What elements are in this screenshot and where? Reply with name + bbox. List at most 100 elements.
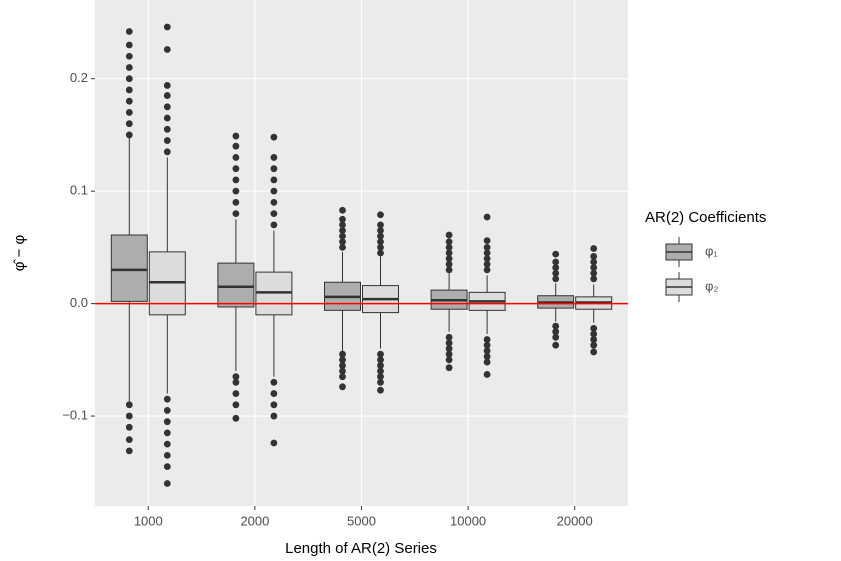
outlier (445, 364, 453, 372)
outlier (445, 266, 453, 274)
outlier (232, 390, 240, 397)
outlier (125, 120, 133, 128)
legend-label: φ₂ (705, 278, 718, 293)
legend-title: AR(2) Coefficients (645, 209, 766, 226)
outlier (552, 269, 560, 277)
outlier (445, 350, 453, 358)
outlier (125, 64, 133, 71)
outlier (590, 324, 598, 332)
outlier (483, 347, 491, 355)
outlier (339, 373, 346, 381)
outlier (125, 131, 133, 139)
outlier (377, 227, 384, 234)
outlier (339, 367, 346, 375)
outlier (270, 133, 278, 141)
x-axis-title: Length of AR(2) Series (285, 540, 437, 557)
outlier (163, 114, 171, 122)
x-tick-label: 5000 (347, 513, 376, 528)
outlier (590, 258, 598, 266)
outlier (232, 132, 240, 140)
outlier (125, 109, 133, 116)
outlier (270, 154, 278, 161)
outlier (483, 243, 491, 251)
outlier (125, 436, 133, 444)
outlier (270, 390, 278, 397)
outlier (163, 82, 171, 89)
outlier (590, 275, 598, 283)
outlier (377, 249, 384, 257)
outlier (445, 356, 453, 364)
outlier (483, 249, 491, 257)
outlier (339, 238, 346, 246)
x-tick-label: 20000 (557, 513, 593, 528)
outlier (339, 206, 346, 214)
outlier (270, 378, 278, 386)
outlier (270, 221, 278, 229)
outlier (445, 255, 453, 263)
outlier (590, 269, 598, 277)
outlier (270, 401, 278, 409)
outlier (377, 378, 384, 386)
outlier (232, 199, 240, 206)
outlier (339, 232, 346, 240)
outlier (445, 345, 453, 352)
outlier (377, 238, 384, 246)
outlier (377, 356, 384, 364)
y-tick-label: 0.0 (70, 295, 88, 310)
outlier (163, 148, 171, 156)
outlier (125, 52, 133, 60)
outlier (445, 333, 453, 341)
outlier (590, 330, 598, 338)
marks (110, 23, 613, 487)
outlier (125, 412, 133, 420)
outlier (339, 243, 346, 251)
outlier (552, 275, 560, 283)
outlier (163, 46, 171, 53)
outlier (125, 447, 133, 455)
outlier (270, 439, 278, 447)
outlier (590, 348, 598, 356)
outlier (590, 336, 598, 343)
y-axis-title: φ̂ − φ (11, 234, 28, 271)
outlier (552, 341, 560, 349)
outlier (163, 395, 171, 403)
outlier (590, 341, 598, 349)
outlier (377, 232, 384, 240)
outlier (445, 243, 453, 251)
outlier (270, 187, 278, 195)
outlier (483, 341, 491, 349)
outlier (339, 221, 346, 229)
outlier (552, 333, 560, 341)
outlier (339, 227, 346, 234)
outlier (483, 371, 491, 378)
outlier (163, 463, 171, 471)
outlier (483, 336, 491, 343)
outlier (590, 245, 598, 252)
outlier (377, 211, 384, 219)
outlier (163, 125, 171, 133)
outlier (163, 407, 171, 414)
outlier (552, 250, 560, 258)
outlier (270, 412, 278, 420)
outlier (483, 255, 491, 263)
outlier (125, 86, 133, 94)
outlier (552, 322, 560, 330)
outlier (483, 266, 491, 274)
x-tick-label: 2000 (240, 513, 269, 528)
outlier (125, 41, 133, 49)
outlier (163, 418, 171, 426)
outlier (125, 97, 133, 105)
outlier (445, 249, 453, 257)
outlier (125, 401, 133, 409)
outlier (590, 252, 598, 260)
outlier (483, 353, 491, 360)
outlier (125, 423, 133, 431)
outlier (377, 243, 384, 251)
outlier (377, 350, 384, 358)
outlier (377, 367, 384, 375)
outlier (552, 328, 560, 336)
outlier (377, 373, 384, 381)
outlier (163, 452, 171, 459)
outlier (125, 75, 133, 83)
